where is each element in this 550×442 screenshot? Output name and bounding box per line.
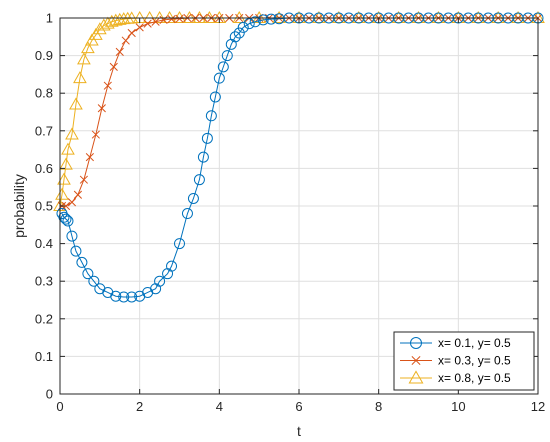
data-point-x [103, 81, 112, 90]
data-point-circle [213, 72, 225, 84]
y-tick-label: 0.5 [35, 199, 53, 214]
data-point-circle [58, 211, 70, 223]
data-point-circle [221, 50, 233, 62]
data-point-x [167, 15, 176, 24]
legend-label: x= 0.1, y= 0.5 [438, 336, 511, 350]
x-tick-label: 6 [295, 399, 302, 414]
data-point-triangle [108, 13, 123, 26]
data-point-x [175, 14, 184, 23]
data-point-x [121, 36, 130, 45]
data-point-x [73, 190, 83, 199]
data-point-circle [265, 13, 277, 25]
legend-label: x= 0.3, y= 0.5 [438, 354, 511, 368]
data-point-circle [237, 21, 249, 33]
data-point-circle [181, 208, 193, 220]
y-tick-label: 0.6 [35, 161, 53, 176]
y-tick-label: 0.4 [35, 236, 53, 251]
x-tick-label: 4 [216, 399, 223, 414]
data-point-triangle [61, 142, 75, 155]
legend-label: x= 0.8, y= 0.5 [438, 371, 511, 385]
x-tick-label: 8 [375, 399, 382, 414]
data-point-circle [249, 16, 261, 28]
data-point-triangle [69, 97, 83, 110]
data-point-circle [209, 91, 221, 103]
data-point-x [67, 198, 77, 207]
data-point-circle [66, 230, 78, 242]
legend-entry: x= 0.1, y= 0.5 [400, 336, 511, 350]
data-point-triangle [104, 14, 119, 27]
data-point-x [79, 175, 89, 184]
data-point-x [109, 62, 118, 71]
data-point-circle [257, 14, 269, 26]
y-tick-label: 0 [46, 387, 53, 402]
data-point-circle [217, 61, 229, 73]
data-point-circle [82, 268, 94, 280]
data-point-x [159, 15, 168, 24]
data-point-x [85, 153, 94, 162]
y-tick-label: 0.2 [35, 311, 53, 326]
data-point-circle [76, 256, 88, 268]
y-tick-label: 1 [46, 11, 53, 26]
y-tick-label: 0.3 [35, 274, 53, 289]
data-point-x [127, 28, 136, 38]
data-point-circle [154, 275, 166, 287]
data-point-x [143, 19, 152, 28]
data-point-circle [174, 238, 185, 250]
data-point-x [135, 23, 144, 32]
data-point-circle [201, 132, 213, 144]
data-point-circle [60, 213, 72, 225]
data-point-circle [62, 215, 74, 227]
data-point-circle [410, 337, 422, 349]
data-point-triangle [142, 10, 157, 23]
data-point-triangle [172, 10, 187, 23]
legend-entry: x= 0.3, y= 0.5 [400, 354, 511, 368]
y-tick-label: 0.9 [35, 48, 53, 63]
x-tick-label: 10 [451, 399, 465, 414]
data-point-triangle [112, 12, 127, 25]
legend: x= 0.1, y= 0.5 x= 0.3, y= 0.5 x= 0.8, y= 0… [393, 331, 535, 391]
data-point-x [115, 47, 124, 56]
data-point-circle [229, 31, 241, 43]
data-point-circle [205, 110, 217, 122]
y-axis-label: probability [11, 174, 27, 238]
data-point-triangle [232, 10, 247, 23]
data-point-circle [233, 27, 245, 39]
data-point-x [411, 356, 421, 365]
data-point-x [151, 17, 160, 26]
data-point-triangle [81, 41, 95, 54]
data-point-x [97, 104, 106, 113]
data-point-circle [126, 291, 138, 303]
data-point-circle [88, 275, 100, 287]
x-tick-label: 0 [56, 399, 63, 414]
data-point-triangle [55, 187, 69, 200]
data-point-triangle [408, 370, 424, 384]
data-point-circle [118, 291, 130, 303]
data-point-circle [187, 192, 199, 204]
y-tick-label: 0.1 [35, 349, 53, 364]
data-point-circle [243, 18, 255, 30]
y-tick-label: 0.8 [35, 86, 53, 101]
data-point-x [91, 130, 100, 139]
x-tick-label: 2 [136, 399, 143, 414]
x-axis-label: t [297, 423, 301, 439]
data-point-circle [197, 151, 209, 163]
data-point-triangle [152, 10, 167, 23]
data-point-triangle [59, 157, 73, 170]
data-point-circle [70, 245, 82, 257]
data-point-triangle [57, 172, 71, 185]
x-tick-label: 12 [531, 399, 545, 414]
data-point-triangle [73, 71, 87, 84]
data-point-circle [193, 174, 205, 186]
y-tick-label: 0.7 [35, 123, 53, 138]
axis-ticks: 0 2 4 6 8 10 12 0 0.1 0.2 0.3 0.4 0.5 0.6 0.7 0.8 0.9 1 [35, 11, 545, 415]
legend-entry: x= 0.8, y= 0.5 [400, 370, 511, 385]
data-point-triangle [65, 127, 79, 140]
data-point-triangle [77, 52, 91, 65]
data-point-circle [166, 260, 178, 272]
data-point-circle [110, 290, 122, 302]
